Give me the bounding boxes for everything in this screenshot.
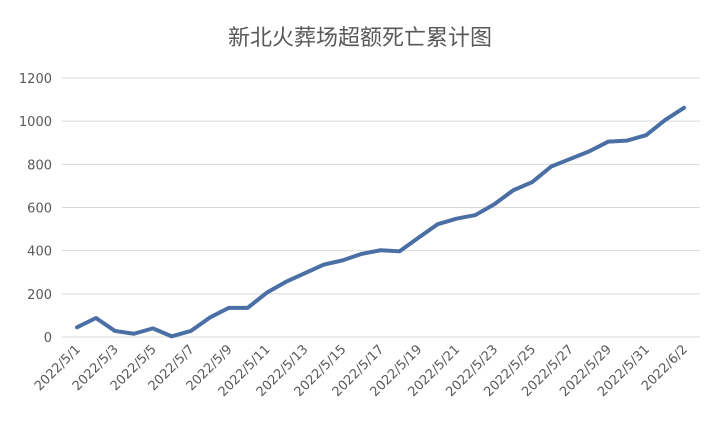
y-tick-label: 400 — [27, 245, 52, 260]
chart-title: 新北火葬场超额死亡累计图 — [228, 26, 492, 51]
y-tick-label: 800 — [27, 158, 52, 173]
y-tick-label: 200 — [27, 288, 52, 303]
y-tick-label: 1200 — [19, 72, 52, 87]
y-tick-label: 0 — [44, 331, 52, 346]
y-tick-label: 600 — [27, 202, 52, 217]
line — [74, 105, 687, 339]
y-tick-label: 1000 — [19, 115, 52, 130]
